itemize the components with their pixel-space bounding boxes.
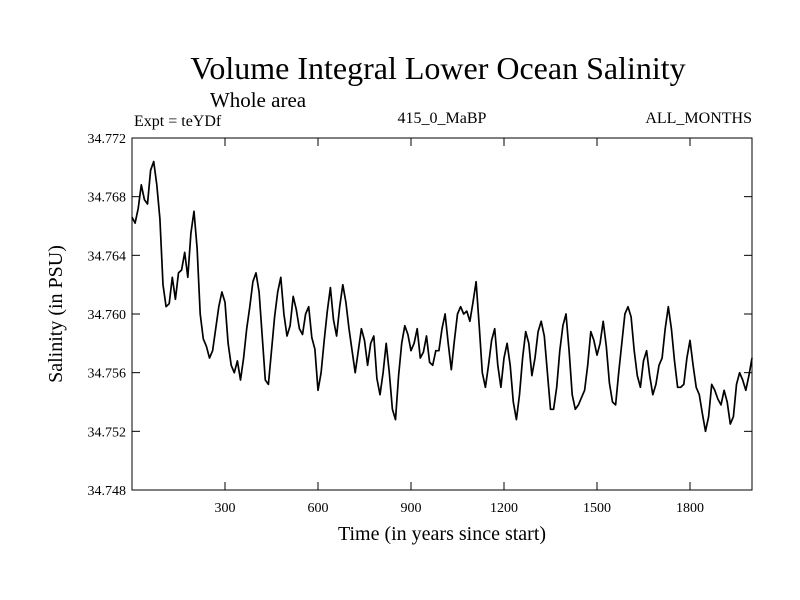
chart-subtitle: Whole area [210,88,307,112]
expt-label: Expt = teYDf [134,113,222,130]
y-tick-label: 34.752 [88,425,127,440]
months-label: ALL_MONTHS [645,110,752,127]
x-tick-label: 1200 [490,501,518,516]
y-axis: 34.748 34.752 34.756 34.760 34.764 34.768 34.7… [88,132,752,499]
x-axis: 300 600 900 1200 1500 1800 [215,138,704,516]
y-tick-label: 34.768 [88,191,127,206]
x-tick-label: 1800 [676,501,704,516]
chart-title: Volume Integral Lower Ocean Salinity [190,50,685,86]
run-label: 415_0_MaBP [398,110,487,127]
y-tick-label: 34.772 [88,132,127,147]
x-axis-label: Time (in years since start) [338,523,546,545]
x-tick-label: 1500 [583,501,611,516]
y-tick-label: 34.748 [88,484,127,499]
x-tick-label: 300 [215,501,236,516]
x-tick-label: 900 [401,501,422,516]
y-axis-label: Salinity (in PSU) [45,245,67,383]
series-line-salinity [131,160,753,433]
y-tick-label: 34.756 [88,367,127,382]
x-tick-label: 600 [308,501,329,516]
plot-frame [131,137,753,491]
y-tick-label: 34.760 [88,308,127,323]
y-tick-label: 34.764 [88,249,127,264]
